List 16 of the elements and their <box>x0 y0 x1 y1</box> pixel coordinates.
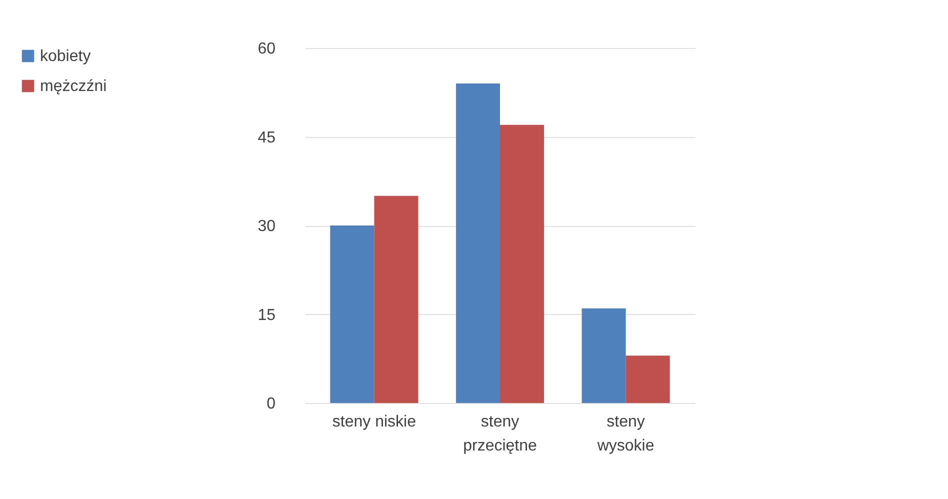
legend-label: mężczźni <box>40 78 107 95</box>
legend-label: kobiety <box>40 48 91 65</box>
bar <box>330 226 374 403</box>
x-tick-label: steny niskie <box>332 414 416 430</box>
bar <box>374 196 418 403</box>
y-tick-label: 30 <box>258 218 276 235</box>
y-tick-label: 0 <box>266 396 276 412</box>
y-tick-label: 60 <box>258 40 276 58</box>
bar <box>582 308 626 403</box>
bar <box>500 124 544 403</box>
x-tick-label: steny wysokie <box>596 414 654 454</box>
y-tick-label: 45 <box>258 129 276 146</box>
bar <box>626 356 670 403</box>
bar <box>456 84 500 403</box>
x-tick-label: steny przeciętne <box>463 414 538 454</box>
y-tick-label: 15 <box>258 306 276 324</box>
